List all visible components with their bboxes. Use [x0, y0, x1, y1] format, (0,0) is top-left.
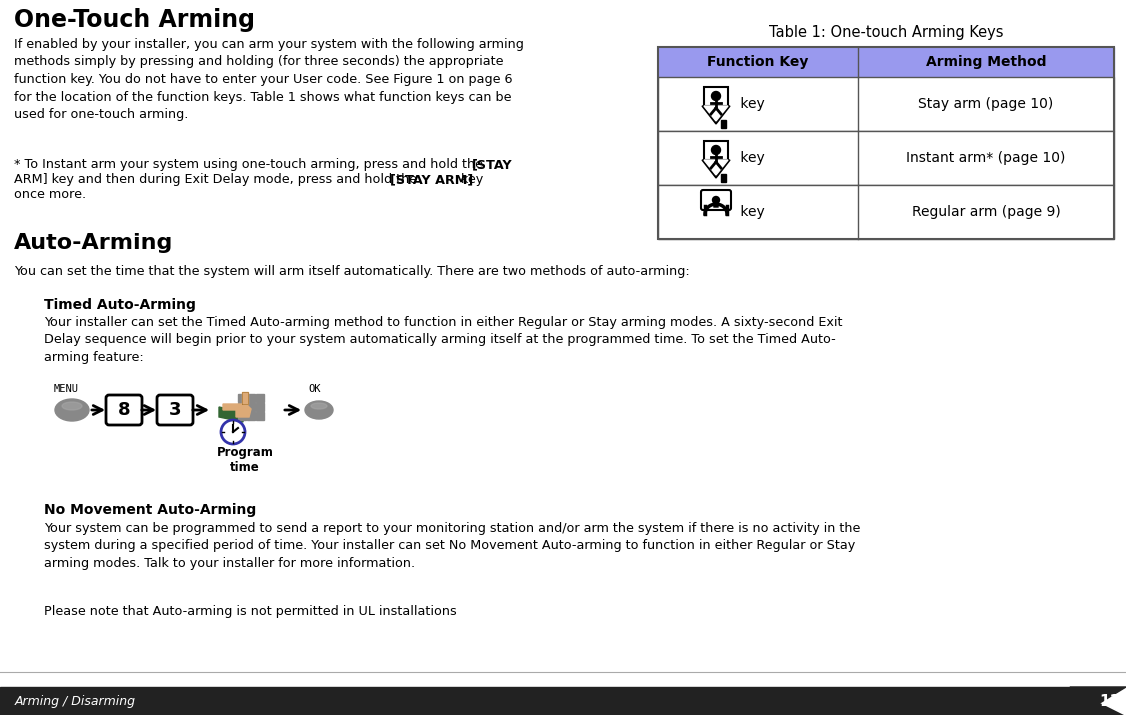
Bar: [238, 403, 245, 411]
Text: Table 1: One-touch Arming Keys: Table 1: One-touch Arming Keys: [769, 25, 1003, 40]
Text: [STAY ARM]: [STAY ARM]: [390, 173, 473, 186]
Text: 8: 8: [118, 401, 131, 419]
Bar: [658, 131, 1114, 185]
Text: Arming / Disarming: Arming / Disarming: [15, 694, 136, 708]
Text: Stay arm (page 10): Stay arm (page 10): [919, 97, 1054, 111]
Text: OK: OK: [309, 384, 321, 394]
Text: ARM] key and then during Exit Delay mode, press and hold the: ARM] key and then during Exit Delay mode…: [14, 173, 421, 186]
Text: Auto-Arming: Auto-Arming: [14, 233, 173, 253]
Bar: [247, 403, 254, 411]
Text: Function Key: Function Key: [707, 55, 808, 69]
Text: If enabled by your installer, you can arm your system with the following arming
: If enabled by your installer, you can ar…: [14, 38, 524, 121]
Bar: [0, 687, 1126, 715]
Bar: [721, 120, 726, 128]
Polygon shape: [223, 404, 251, 417]
Polygon shape: [704, 160, 729, 175]
Text: 3: 3: [169, 401, 181, 419]
Text: No Movement Auto-Arming: No Movement Auto-Arming: [44, 503, 257, 517]
Polygon shape: [714, 200, 718, 207]
Text: Arming Method: Arming Method: [926, 55, 1046, 69]
Bar: [721, 174, 726, 182]
Ellipse shape: [311, 403, 327, 409]
Bar: [256, 412, 263, 420]
Bar: [658, 47, 1114, 77]
Text: Your system can be programmed to send a report to your monitoring station and/or: Your system can be programmed to send a …: [44, 522, 860, 570]
FancyBboxPatch shape: [701, 190, 731, 210]
Text: once more.: once more.: [14, 188, 86, 201]
Bar: [658, 185, 1114, 239]
Polygon shape: [242, 392, 248, 404]
Polygon shape: [704, 106, 729, 121]
Text: key: key: [736, 151, 765, 165]
Ellipse shape: [55, 399, 89, 421]
Text: One-Touch Arming: One-Touch Arming: [14, 8, 254, 32]
Bar: [247, 412, 254, 420]
Polygon shape: [701, 106, 730, 124]
Ellipse shape: [305, 401, 333, 419]
Text: key: key: [736, 97, 765, 111]
Text: key: key: [736, 205, 765, 219]
Circle shape: [712, 92, 721, 101]
Polygon shape: [218, 407, 243, 422]
FancyBboxPatch shape: [157, 395, 193, 425]
Text: key: key: [457, 173, 483, 186]
Text: Timed Auto-Arming: Timed Auto-Arming: [44, 298, 196, 312]
Text: 11: 11: [1099, 694, 1120, 709]
Text: Your installer can set the Timed Auto-arming method to function in either Regula: Your installer can set the Timed Auto-ar…: [44, 316, 842, 364]
Circle shape: [713, 197, 720, 204]
Bar: [238, 412, 245, 420]
Text: Regular arm (page 9): Regular arm (page 9): [912, 205, 1061, 219]
Text: Instant arm* (page 10): Instant arm* (page 10): [906, 151, 1065, 165]
Ellipse shape: [62, 402, 82, 410]
Bar: [256, 403, 263, 411]
Bar: [704, 141, 729, 160]
Text: * To Instant arm your system using one-touch arming, press and hold the: * To Instant arm your system using one-t…: [14, 158, 488, 171]
Text: [STAY: [STAY: [472, 158, 512, 171]
FancyBboxPatch shape: [106, 395, 142, 425]
Text: Please note that Auto-arming is not permitted in UL installations: Please note that Auto-arming is not perm…: [44, 605, 457, 618]
Text: Program
time: Program time: [216, 446, 274, 474]
Polygon shape: [705, 204, 727, 214]
Text: You can set the time that the system will arm itself automatically. There are tw: You can set the time that the system wil…: [14, 265, 690, 278]
Bar: [256, 394, 263, 402]
Circle shape: [712, 145, 721, 154]
Polygon shape: [701, 160, 730, 178]
Polygon shape: [1070, 687, 1126, 715]
Polygon shape: [1070, 687, 1126, 715]
Circle shape: [221, 420, 245, 444]
Bar: [658, 77, 1114, 131]
Bar: [658, 47, 1114, 239]
Bar: [704, 87, 729, 106]
Bar: [247, 394, 254, 402]
Text: MENU: MENU: [54, 384, 79, 394]
Bar: [238, 394, 245, 402]
